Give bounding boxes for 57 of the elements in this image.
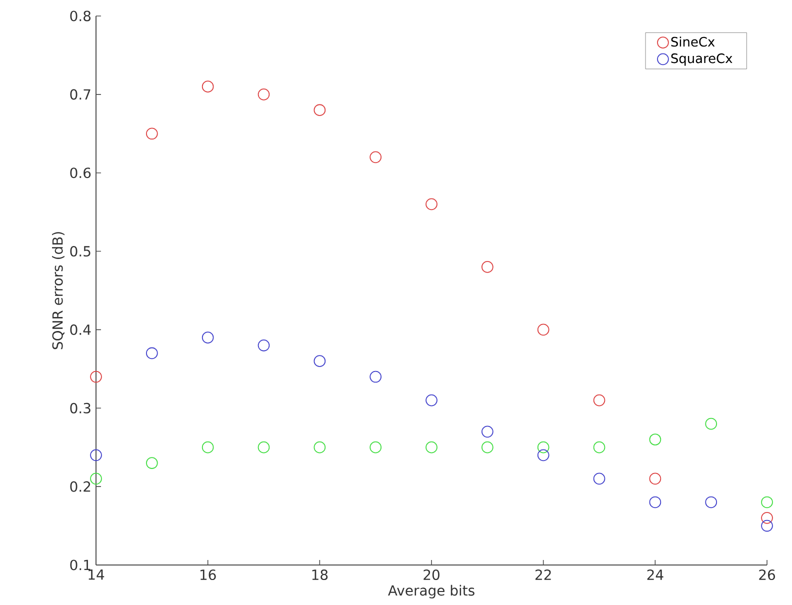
y-tick-label: 0.3 [70,402,90,414]
point [593,394,606,406]
point [90,449,102,462]
point [426,394,438,406]
y-tick-label: 0.5 [70,246,90,257]
point [258,339,270,352]
y-axis-title: SQNR errors (dB) [52,232,64,350]
point [593,441,606,454]
point [90,370,102,383]
point [426,198,438,210]
y-tick-label: 0.4 [70,324,91,335]
point [314,441,326,454]
x-tick-label: 20 [424,569,440,580]
x-tick-label: 22 [535,569,551,580]
point [537,449,550,462]
x-tick-label: 18 [312,569,328,580]
y-tick-label: 0.7 [70,89,90,100]
x-axis-title: Average bits [388,584,474,598]
point [649,434,662,446]
point [537,324,550,336]
x-tick-label: 16 [200,569,216,580]
point [761,512,773,524]
point [761,520,773,532]
point [146,457,158,469]
point [202,80,214,93]
legend-label: SineCx [671,36,715,47]
point [370,370,382,383]
point [649,472,662,485]
point [146,128,158,140]
point [426,441,438,454]
point [649,496,662,508]
point [370,441,382,454]
point [314,104,326,116]
point [481,441,494,454]
point [258,441,270,454]
point [314,355,326,367]
point [761,496,773,508]
point [537,441,550,454]
point [481,261,494,273]
x-tick-label: 24 [647,569,664,580]
y-tick-label: 0.8 [70,10,91,22]
y-tick-label: 0.6 [70,168,91,178]
point [705,418,718,430]
point [705,496,718,508]
point [90,472,102,485]
point [146,347,158,360]
x-tick-label: 14 [88,569,104,580]
point [202,441,214,454]
x-tick-label: 26 [759,569,776,580]
point [258,88,270,100]
point [370,151,382,164]
point [481,426,494,438]
legend-label: SquareCx [671,53,732,66]
y-tick-label: 0.1 [70,560,90,570]
y-tick-label: 0.2 [70,481,90,492]
point [593,472,606,485]
point [202,332,214,344]
